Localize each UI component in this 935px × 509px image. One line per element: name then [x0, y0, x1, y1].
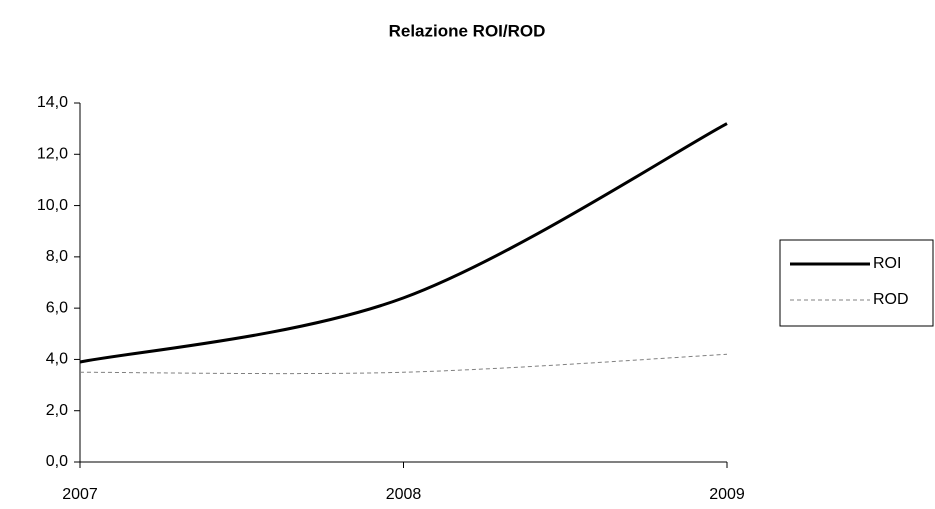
- legend-label: ROD: [873, 291, 909, 308]
- legend-label: ROI: [873, 255, 901, 272]
- y-tick-label: 8,0: [46, 248, 68, 265]
- y-tick-label: 0,0: [46, 453, 68, 470]
- y-tick-label: 10,0: [37, 197, 68, 214]
- x-tick-label: 2007: [62, 486, 98, 503]
- y-tick-label: 12,0: [37, 146, 68, 163]
- y-tick-label: 14,0: [37, 94, 68, 111]
- line: [79, 122, 728, 364]
- line: [79, 353, 728, 375]
- chart-title: Relazione ROI/ROD: [389, 21, 546, 40]
- y-tick-label: 4,0: [46, 351, 68, 368]
- y-tick-label: 6,0: [46, 299, 68, 316]
- x-tick-label: 2009: [709, 486, 745, 503]
- y-tick-label: 2,0: [46, 402, 68, 419]
- legend-box: [779, 239, 934, 327]
- x-tick-label: 2008: [386, 486, 422, 503]
